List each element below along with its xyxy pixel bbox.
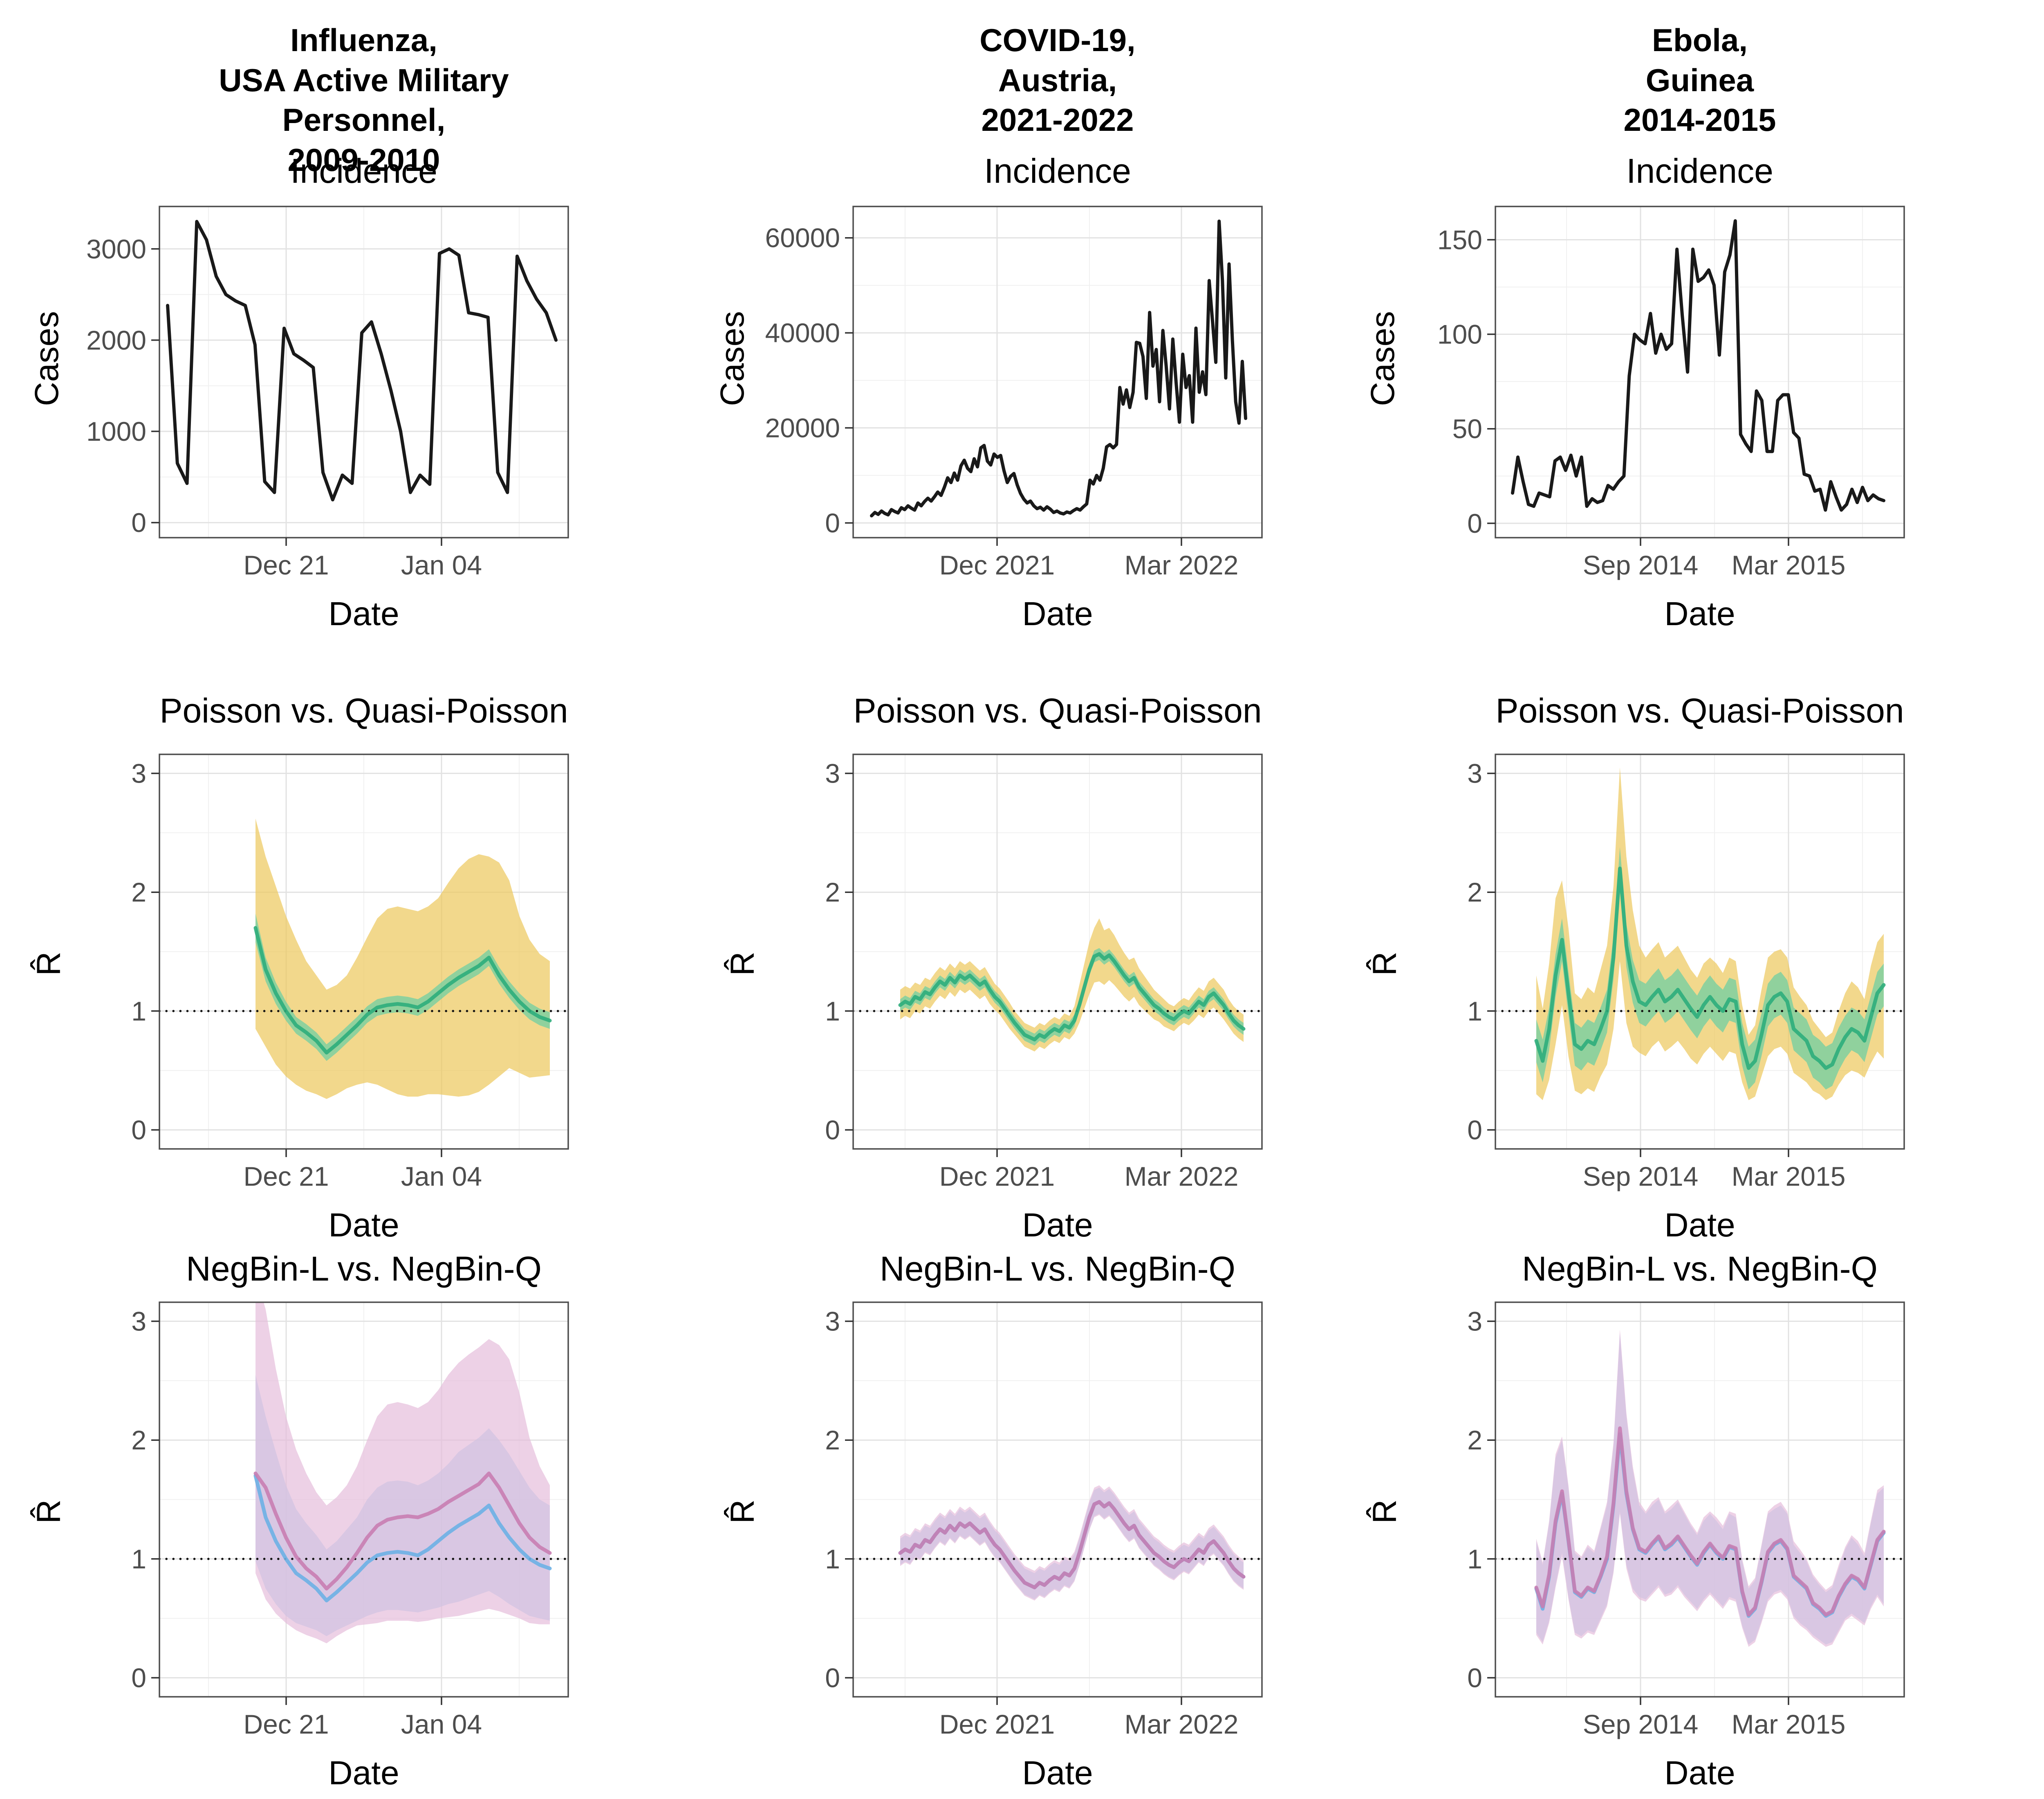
svg-text:1: 1 [1467,1544,1482,1574]
plot-panel: 0 1 2 3 Dec 21 Jan 04 [25,738,679,1204]
row-subtitle-negbin: NegBin-L vs. NegBin-Q [186,1249,542,1288]
svg-text:2: 2 [131,1425,146,1455]
x-axis-title: Date [1664,1754,1735,1792]
svg-text:2000: 2000 [86,325,146,355]
svg-text:Mar 2022: Mar 2022 [1125,550,1239,580]
svg-text:Jan 04: Jan 04 [401,1161,482,1191]
svg-text:0: 0 [825,508,840,538]
facet-incidence-influenza: Influenza, USA Active Military Personnel… [25,12,679,642]
x-axis-title: Date [328,1207,399,1244]
svg-text:Dec 21: Dec 21 [243,1161,329,1191]
svg-text:Mar 2015: Mar 2015 [1732,1709,1846,1739]
plot-panel: 0 1000 2000 3000 Dec 21 Jan 04 [25,190,679,593]
svg-text:20000: 20000 [765,413,840,443]
facet-poisson-influenza: Poisson vs. Quasi-Poisson R̂ 0 1 2 3 Dec 21 J… [25,691,679,1244]
facet-incidence-covid: COVID-19, Austria, 2021-2022 Incidence C… [714,12,1372,642]
svg-text:Mar 2022: Mar 2022 [1125,1709,1239,1739]
svg-text:0: 0 [131,1115,146,1145]
plot-panel: 0 1 2 3 Sep 2014 Mar 2015 [1360,1286,2015,1752]
plot-panel: 0 1 2 3 Dec 2021 Mar 2022 [718,1286,1372,1752]
x-axis-title: Date [1022,1754,1093,1792]
column-title-influenza: Influenza, USA Active Military Personnel… [219,22,509,178]
svg-text:1: 1 [825,1544,840,1574]
svg-text:0: 0 [131,507,146,538]
svg-text:Sep 2014: Sep 2014 [1583,550,1699,580]
svg-text:Sep 2014: Sep 2014 [1583,1709,1699,1739]
svg-text:40000: 40000 [765,318,840,348]
plot-panel: 0 1 2 3 Dec 2021 Mar 2022 [718,738,1372,1204]
facet-negbin-ebola: NegBin-L vs. NegBin-Q R̂ 0 1 2 3 Sep 2014 Mar… [1360,1249,2015,1793]
svg-text:150: 150 [1437,224,1482,255]
svg-text:Dec 21: Dec 21 [243,550,329,580]
svg-text:Dec 2021: Dec 2021 [939,1161,1055,1191]
svg-text:0: 0 [1467,508,1482,538]
svg-text:2: 2 [1467,1425,1482,1455]
svg-text:Dec 2021: Dec 2021 [939,1709,1055,1739]
svg-text:3: 3 [825,758,840,789]
svg-text:Jan 04: Jan 04 [401,1709,482,1739]
svg-text:0: 0 [1467,1663,1482,1693]
svg-text:Sep 2014: Sep 2014 [1583,1161,1699,1191]
svg-text:0: 0 [825,1663,840,1693]
facet-poisson-ebola: Poisson vs. Quasi-Poisson R̂ 0 1 2 3 Sep 201… [1360,691,2015,1244]
svg-text:3: 3 [1467,758,1482,789]
svg-text:Mar 2015: Mar 2015 [1732,1161,1846,1191]
svg-text:0: 0 [131,1663,146,1693]
x-axis-title: Date [1022,595,1093,633]
svg-text:1: 1 [1467,996,1482,1026]
row-subtitle-negbin: NegBin-L vs. NegBin-Q [1522,1249,1878,1288]
svg-text:1: 1 [131,996,146,1026]
svg-text:100: 100 [1437,319,1482,350]
svg-text:Mar 2022: Mar 2022 [1125,1161,1239,1191]
x-axis-title: Date [1022,1207,1093,1244]
plot-panel: 0 20000 40000 60000 Dec 2021 Mar 2022 [718,190,1372,593]
svg-text:1: 1 [131,1544,146,1574]
row-subtitle-incidence: Incidence [290,152,437,190]
plot-panel: 0 1 2 3 Sep 2014 Mar 2015 [1360,738,2015,1204]
row-subtitle-poisson: Poisson vs. Quasi-Poisson [853,691,1262,730]
plot-panel: 0 1 2 3 Dec 21 Jan 04 [25,1286,679,1752]
svg-text:2: 2 [1467,877,1482,907]
facet-negbin-influenza: NegBin-L vs. NegBin-Q R̂ 0 1 2 3 Dec 21 Jan 0… [25,1249,679,1793]
row-subtitle-incidence: Incidence [984,152,1131,190]
svg-text:3: 3 [131,1306,146,1337]
svg-text:2: 2 [131,877,146,907]
svg-text:Dec 2021: Dec 2021 [939,550,1055,580]
row-subtitle-negbin: NegBin-L vs. NegBin-Q [880,1249,1235,1288]
svg-text:2: 2 [825,1425,840,1455]
column-title-ebola: Ebola, Guinea 2014-2015 [1623,22,1776,138]
svg-text:0: 0 [1467,1115,1482,1145]
svg-text:3: 3 [1467,1306,1482,1337]
row-subtitle-poisson: Poisson vs. Quasi-Poisson [1495,691,1904,730]
svg-text:2: 2 [825,877,840,907]
svg-text:3: 3 [131,758,146,789]
x-axis-title: Date [328,595,399,633]
svg-text:Dec 21: Dec 21 [243,1709,329,1739]
column-title-covid: COVID-19, Austria, 2021-2022 [979,22,1136,138]
svg-text:60000: 60000 [765,223,840,253]
row-subtitle-poisson: Poisson vs. Quasi-Poisson [159,691,568,730]
svg-text:1000: 1000 [86,416,146,446]
svg-text:1: 1 [825,996,840,1026]
x-axis-title: Date [1664,1207,1735,1244]
svg-text:3000: 3000 [86,234,146,264]
svg-text:Jan 04: Jan 04 [401,550,482,580]
svg-text:Mar 2015: Mar 2015 [1732,550,1846,580]
plot-panel: 0 50 100 150 Sep 2014 Mar 2015 [1360,190,2015,593]
svg-text:3: 3 [825,1306,840,1337]
facet-negbin-covid: NegBin-L vs. NegBin-Q R̂ 0 1 2 3 Dec 2021 Mar… [718,1249,1372,1793]
x-axis-title: Date [1664,595,1735,633]
facet-poisson-covid: Poisson vs. Quasi-Poisson R̂ 0 1 2 3 Dec 202… [718,691,1372,1244]
row-subtitle-incidence: Incidence [1626,152,1773,190]
svg-text:0: 0 [825,1115,840,1145]
x-axis-title: Date [328,1754,399,1792]
facet-incidence-ebola: Ebola, Guinea 2014-2015 Incidence Cases … [1360,12,2015,642]
svg-text:50: 50 [1452,414,1482,444]
